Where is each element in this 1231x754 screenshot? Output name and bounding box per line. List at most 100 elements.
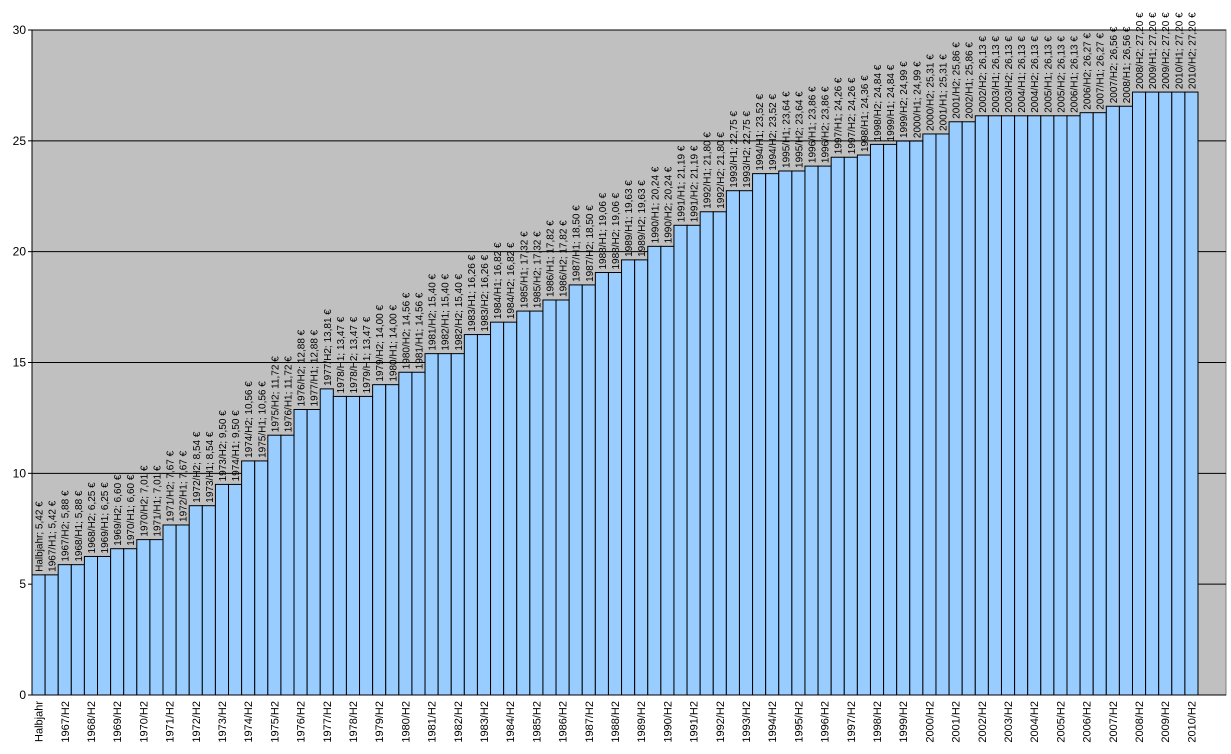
data-label: 1968/H2; 6,25 € xyxy=(87,482,98,554)
data-label: 1981/H2; 15,40 € xyxy=(428,273,439,350)
data-label: 1980/H2; 14,56 € xyxy=(401,292,412,369)
data-label: 1980/H1; 14,00 € xyxy=(388,304,399,381)
bar xyxy=(267,434,282,696)
bar xyxy=(44,574,59,696)
x-tick-label: 2000/H2 xyxy=(924,701,936,743)
bar xyxy=(359,395,374,696)
data-label: 1979/H2; 14,00 € xyxy=(375,304,386,381)
bar xyxy=(450,353,465,696)
x-tick-label: 1979/H2 xyxy=(374,701,386,743)
bar xyxy=(883,143,898,696)
bar xyxy=(778,170,793,696)
data-label: 2002/H1; 25,86 € xyxy=(965,42,976,119)
bar xyxy=(241,460,256,696)
bar xyxy=(188,505,203,696)
data-label: 1968/H1; 5,88 € xyxy=(74,490,85,562)
data-label: 2009/H2; 27,20 € xyxy=(1161,12,1172,89)
data-label: 2002/H2; 26,13 € xyxy=(978,36,989,113)
x-tick-label: 2002/H2 xyxy=(977,701,989,743)
y-tick-label: 15 xyxy=(13,356,27,370)
data-label: 1978/H1; 13,47 € xyxy=(336,316,347,393)
data-label: 1994/H2; 23,52 € xyxy=(768,93,779,170)
x-tick-label: 1992/H2 xyxy=(715,701,727,743)
data-label: 1985/H2; 17,32 € xyxy=(532,231,543,308)
x-tick-label: 1975/H2 xyxy=(269,701,281,743)
bar xyxy=(228,483,243,696)
data-label: 2000/H1; 24,99 € xyxy=(912,61,923,138)
x-tick-label: 1996/H2 xyxy=(820,701,832,743)
data-label: 2004/H2; 26,13 € xyxy=(1030,36,1041,113)
bar xyxy=(1118,105,1133,696)
data-label: 1995/H2; 23,64 € xyxy=(794,91,805,168)
bar xyxy=(869,143,885,696)
data-label: 2004/H1; 26,13 € xyxy=(1017,36,1028,113)
x-tick-label: 1973/H2 xyxy=(217,701,229,743)
bar xyxy=(712,211,727,696)
data-label: 1988/H1; 19,06 € xyxy=(598,192,609,269)
x-tick-label: 2006/H2 xyxy=(1082,701,1094,743)
data-label: 1995/H1; 23,64 € xyxy=(781,91,792,168)
x-tick-label: 1986/H2 xyxy=(558,701,570,743)
data-label: 1971/H1; 7,01 € xyxy=(152,465,163,537)
data-label: 1975/H2; 11,72 € xyxy=(270,356,281,432)
bar xyxy=(293,408,308,696)
bar xyxy=(634,259,649,696)
data-label: 2010/H1; 27,20 € xyxy=(1174,12,1185,89)
x-tick-label: 2004/H2 xyxy=(1029,701,1041,743)
x-tick-label: 1976/H2 xyxy=(296,701,308,743)
data-label: 1983/H1; 16,26 € xyxy=(467,254,478,331)
x-tick-label: 1972/H2 xyxy=(191,701,203,743)
x-tick-label: 1987/H2 xyxy=(584,701,596,743)
data-label: 2007/H2; 26,56 € xyxy=(1109,26,1120,103)
data-label: 1981/H1; 14,56 € xyxy=(414,292,425,369)
x-tick-label: 2010/H2 xyxy=(1186,701,1198,743)
bar xyxy=(201,505,216,696)
y-tick-label: 30 xyxy=(13,23,27,37)
bar xyxy=(31,574,46,696)
data-label: 1986/H2; 17,82 € xyxy=(559,220,570,297)
data-label: 1992/H1; 21,80 € xyxy=(703,132,714,209)
data-label: 1990/H2; 20,24 € xyxy=(663,166,674,243)
data-label: 1979/H1; 13,47 € xyxy=(362,316,373,393)
x-tick-label: 1971/H2 xyxy=(165,701,177,743)
bar xyxy=(752,173,767,696)
data-label: 1991/H2; 21,19 € xyxy=(690,145,701,222)
x-tick-label: 1981/H2 xyxy=(427,701,439,743)
data-label: 1999/H2; 24,99 € xyxy=(899,61,910,138)
x-tick-label: 2009/H2 xyxy=(1160,701,1172,743)
data-label: 1998/H1; 24,36 € xyxy=(860,75,871,152)
y-tick-label: 20 xyxy=(13,245,27,259)
data-label: 2001/H1; 25,31 € xyxy=(939,54,950,131)
data-label: 1977/H2; 13,81 € xyxy=(323,309,334,386)
bar xyxy=(529,310,544,696)
bar xyxy=(974,115,989,696)
bar xyxy=(149,539,164,696)
x-tick-label: 1974/H2 xyxy=(243,701,255,743)
bar xyxy=(123,548,138,696)
data-label: 1984/H1; 16,82 € xyxy=(493,242,504,319)
bar xyxy=(568,284,583,696)
bar xyxy=(385,384,400,696)
bar xyxy=(542,299,557,696)
x-tick-label: 1993/H2 xyxy=(741,701,753,743)
bar xyxy=(162,524,177,696)
x-tick-label: 1990/H2 xyxy=(662,701,674,743)
x-tick-label: Halbjahr xyxy=(34,701,46,742)
data-label: 1974/H1; 9,50 € xyxy=(231,410,242,482)
bar xyxy=(896,140,911,696)
bar xyxy=(1131,91,1147,696)
bar xyxy=(306,408,321,696)
data-label: 1970/H1; 6,60 € xyxy=(126,474,137,546)
data-label: 1976/H2; 12,88 € xyxy=(297,329,308,406)
data-label: Halbjahr; 5,42 € xyxy=(35,501,46,572)
data-label: 1990/H1; 20,24 € xyxy=(650,166,661,243)
bar xyxy=(817,165,832,696)
bar xyxy=(1040,115,1055,696)
data-label: 1973/H1; 8,54 € xyxy=(205,431,216,503)
data-label: 2008/H1; 26,56 € xyxy=(1122,26,1133,103)
bar xyxy=(463,334,478,696)
x-tick-label: 1998/H2 xyxy=(872,701,884,743)
x-tick-label: 1994/H2 xyxy=(767,701,779,743)
